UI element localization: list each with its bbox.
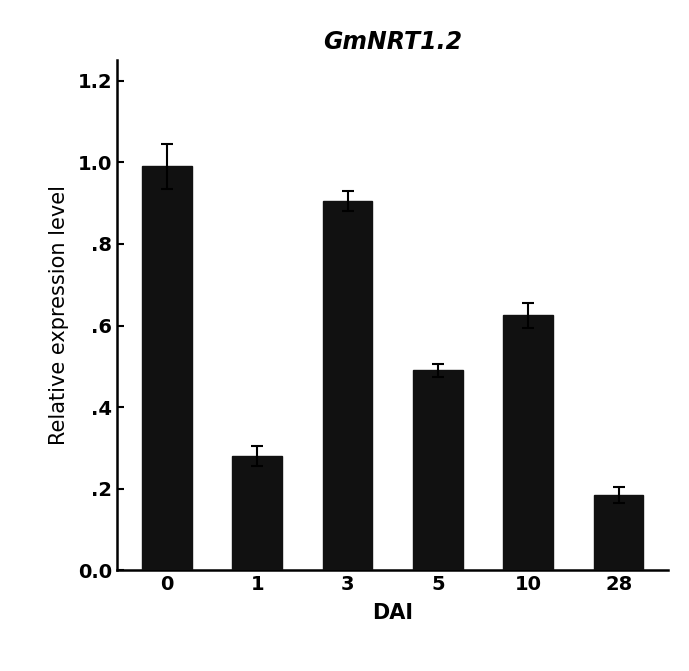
Bar	[413, 370, 463, 570]
Bar	[504, 315, 553, 570]
Title: GmNRT1.2: GmNRT1.2	[323, 30, 462, 54]
Bar	[232, 456, 282, 570]
Y-axis label: Relative expression level: Relative expression level	[50, 185, 70, 446]
Bar	[594, 495, 644, 570]
Bar	[322, 201, 372, 570]
Bar	[142, 166, 192, 570]
X-axis label: DAI: DAI	[372, 603, 413, 623]
